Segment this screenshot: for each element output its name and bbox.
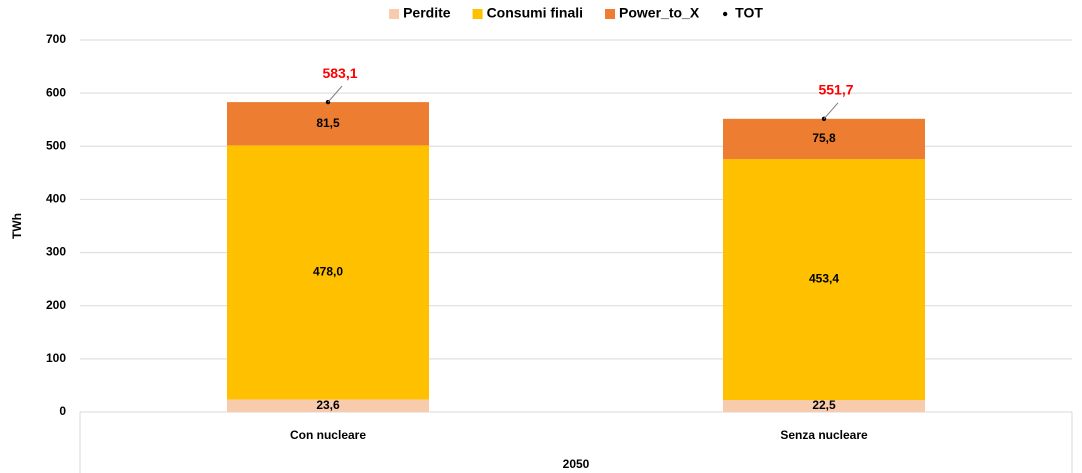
y-tick-label: 600 <box>46 85 66 99</box>
bar-segment <box>227 145 429 400</box>
value-label: 81,5 <box>316 116 340 130</box>
y-tick-label: 0 <box>59 404 66 418</box>
value-label: 22,5 <box>812 398 836 412</box>
total-label: 583,1 <box>322 65 357 81</box>
bar-segment <box>723 118 925 160</box>
value-label: 478,0 <box>313 265 343 279</box>
leader-line <box>327 85 343 103</box>
legend-marker <box>722 11 728 17</box>
x-tick-label: Senza nucleare <box>780 428 868 442</box>
x-tick-label: Con nucleare <box>290 428 366 442</box>
bar-segment <box>723 159 925 401</box>
legend-label: Perdite <box>403 5 451 21</box>
y-tick-label: 100 <box>46 351 66 365</box>
value-label: 75,8 <box>812 131 836 145</box>
y-tick-label: 700 <box>46 32 66 46</box>
y-axis-title: TWh <box>10 213 24 239</box>
bar-segment <box>227 399 429 412</box>
y-tick-label: 200 <box>46 298 66 312</box>
legend-marker <box>605 9 616 19</box>
y-tick-label: 300 <box>46 245 66 259</box>
legend-label: TOT <box>735 5 763 21</box>
group-label: 2050 <box>563 457 590 471</box>
bar-segment <box>227 102 429 146</box>
value-label: 453,4 <box>809 272 839 286</box>
bar-segment <box>723 400 925 412</box>
legend-marker <box>389 9 400 19</box>
legend-label: Consumi finali <box>487 5 583 21</box>
y-tick-label: 400 <box>46 192 66 206</box>
value-label: 23,6 <box>316 398 340 412</box>
legend-label: Power_to_X <box>619 5 700 21</box>
legend-marker <box>472 9 483 19</box>
leader-line <box>823 102 839 120</box>
total-label: 551,7 <box>818 82 853 98</box>
y-tick-label: 500 <box>46 138 66 152</box>
